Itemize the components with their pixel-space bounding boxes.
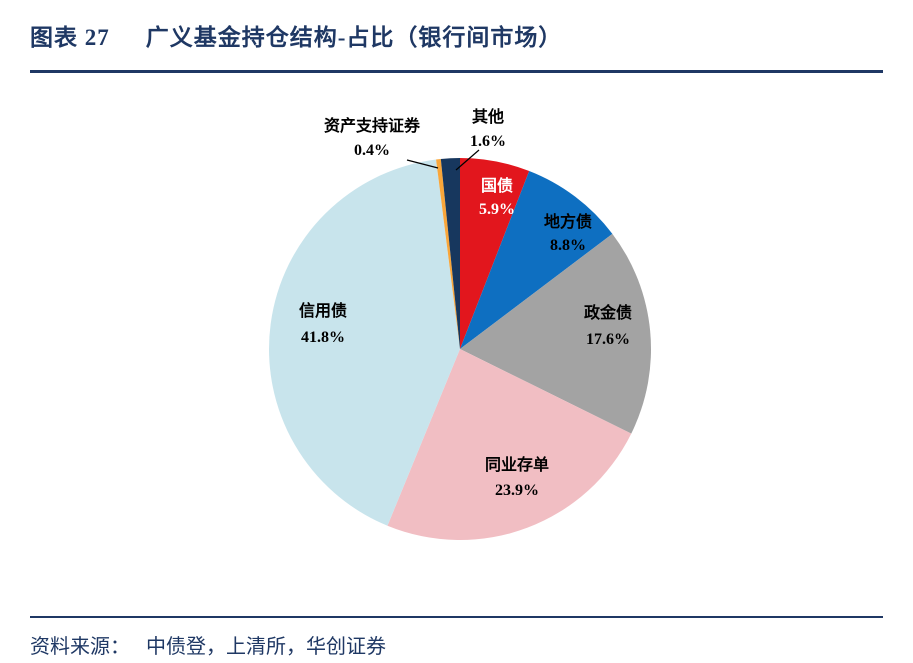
slice-label-other: 其他 1.6% [470, 107, 506, 150]
figure-number: 图表 27 [30, 25, 110, 50]
source-text: 中债登，上清所，华创证券 [146, 636, 386, 658]
leader-line-abs [406, 159, 439, 169]
slice-label-local-gov-bond: 地方债 8.8% [544, 212, 592, 254]
slice-label-ncd: 同业存单 23.9% [485, 455, 549, 499]
figure-header: 图表 27 广义基金持仓结构-占比（银行间市场） [30, 18, 883, 52]
pie-slice-treasury-bond [460, 157, 530, 349]
header-divider [30, 70, 883, 73]
pie-slice-local-gov-bond [460, 170, 613, 349]
figure-title: 广义基金持仓结构-占比（银行间市场） [145, 25, 563, 50]
footer-divider [30, 616, 883, 618]
pie-slice-abs [436, 158, 460, 349]
leader-line-other [455, 149, 480, 171]
pie-slice-policy-bank-bond [460, 233, 652, 434]
figure-footer: 资料来源： 中债登，上清所，华创证券 [30, 630, 883, 659]
slice-label-abs: 资产支持证券 0.4% [324, 116, 421, 159]
source-label: 资料来源： [30, 636, 130, 658]
pie-slice-other [440, 157, 460, 349]
pie-slice-credit-bond [269, 159, 460, 526]
pie-slice-ncd [387, 349, 632, 541]
slice-label-treasury-bond: 国债 5.9% [479, 176, 515, 218]
slice-label-credit-bond: 信用债 41.8% [299, 301, 347, 346]
slice-label-policy-bank-bond: 政金债 17.6% [584, 303, 632, 348]
